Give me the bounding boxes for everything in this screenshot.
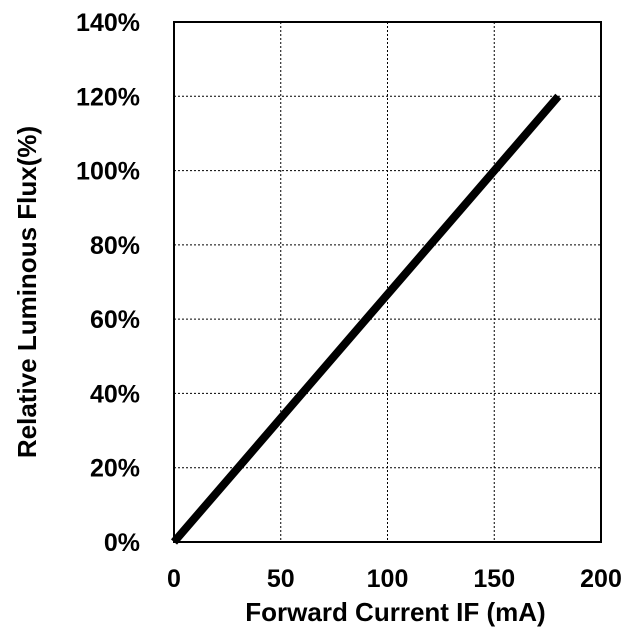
y-tick-label: 120%	[76, 83, 140, 111]
grid-lines	[174, 22, 601, 542]
y-tick-label: 20%	[90, 455, 140, 483]
x-tick-label: 50	[267, 565, 295, 593]
y-tick-label: 100%	[76, 158, 140, 186]
x-tick-label: 150	[473, 565, 515, 593]
y-tick-label: 0%	[104, 529, 140, 557]
x-tick-label: 200	[580, 565, 622, 593]
series-line-0	[170, 93, 562, 545]
y-tick-label: 140%	[76, 9, 140, 37]
series-layer	[170, 93, 562, 545]
y-tick-label: 80%	[90, 232, 140, 260]
x-tick-label: 0	[167, 565, 181, 593]
x-axis-title: Forward Current IF (mA)	[245, 597, 545, 627]
y-axis-tick-labels: 0% 20% 40% 60% 80% 100% 120% 140%	[76, 9, 140, 557]
x-axis-tick-labels: 0 50 100 150 200	[167, 565, 622, 593]
plot-area-frame	[173, 21, 602, 543]
y-axis-title: Relative Luminous Flux(%)	[12, 126, 42, 458]
y-tick-label: 60%	[90, 306, 140, 334]
x-tick-label: 100	[367, 565, 409, 593]
y-tick-label: 40%	[90, 380, 140, 408]
